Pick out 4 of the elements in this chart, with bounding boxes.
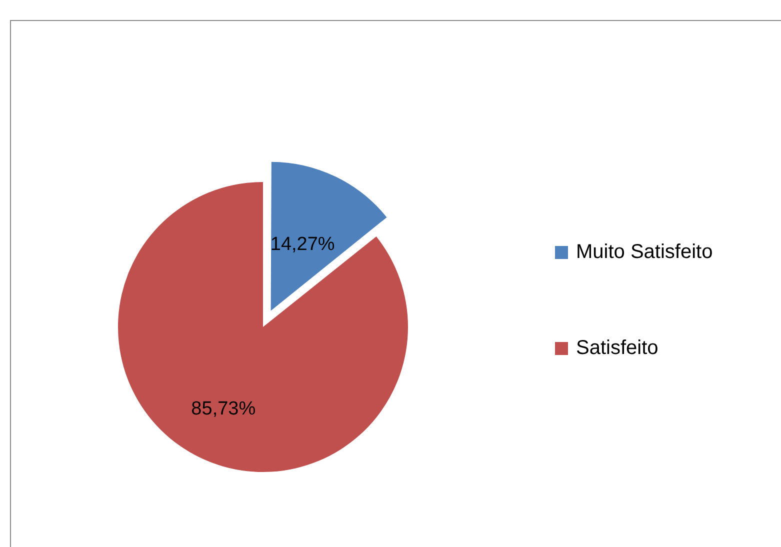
data-label: 85,73% [191, 398, 256, 420]
data-label: 14,27% [270, 234, 335, 255]
legend-label: Satisfeito [576, 336, 658, 360]
legend-label: Muito Satisfeito [576, 240, 713, 264]
